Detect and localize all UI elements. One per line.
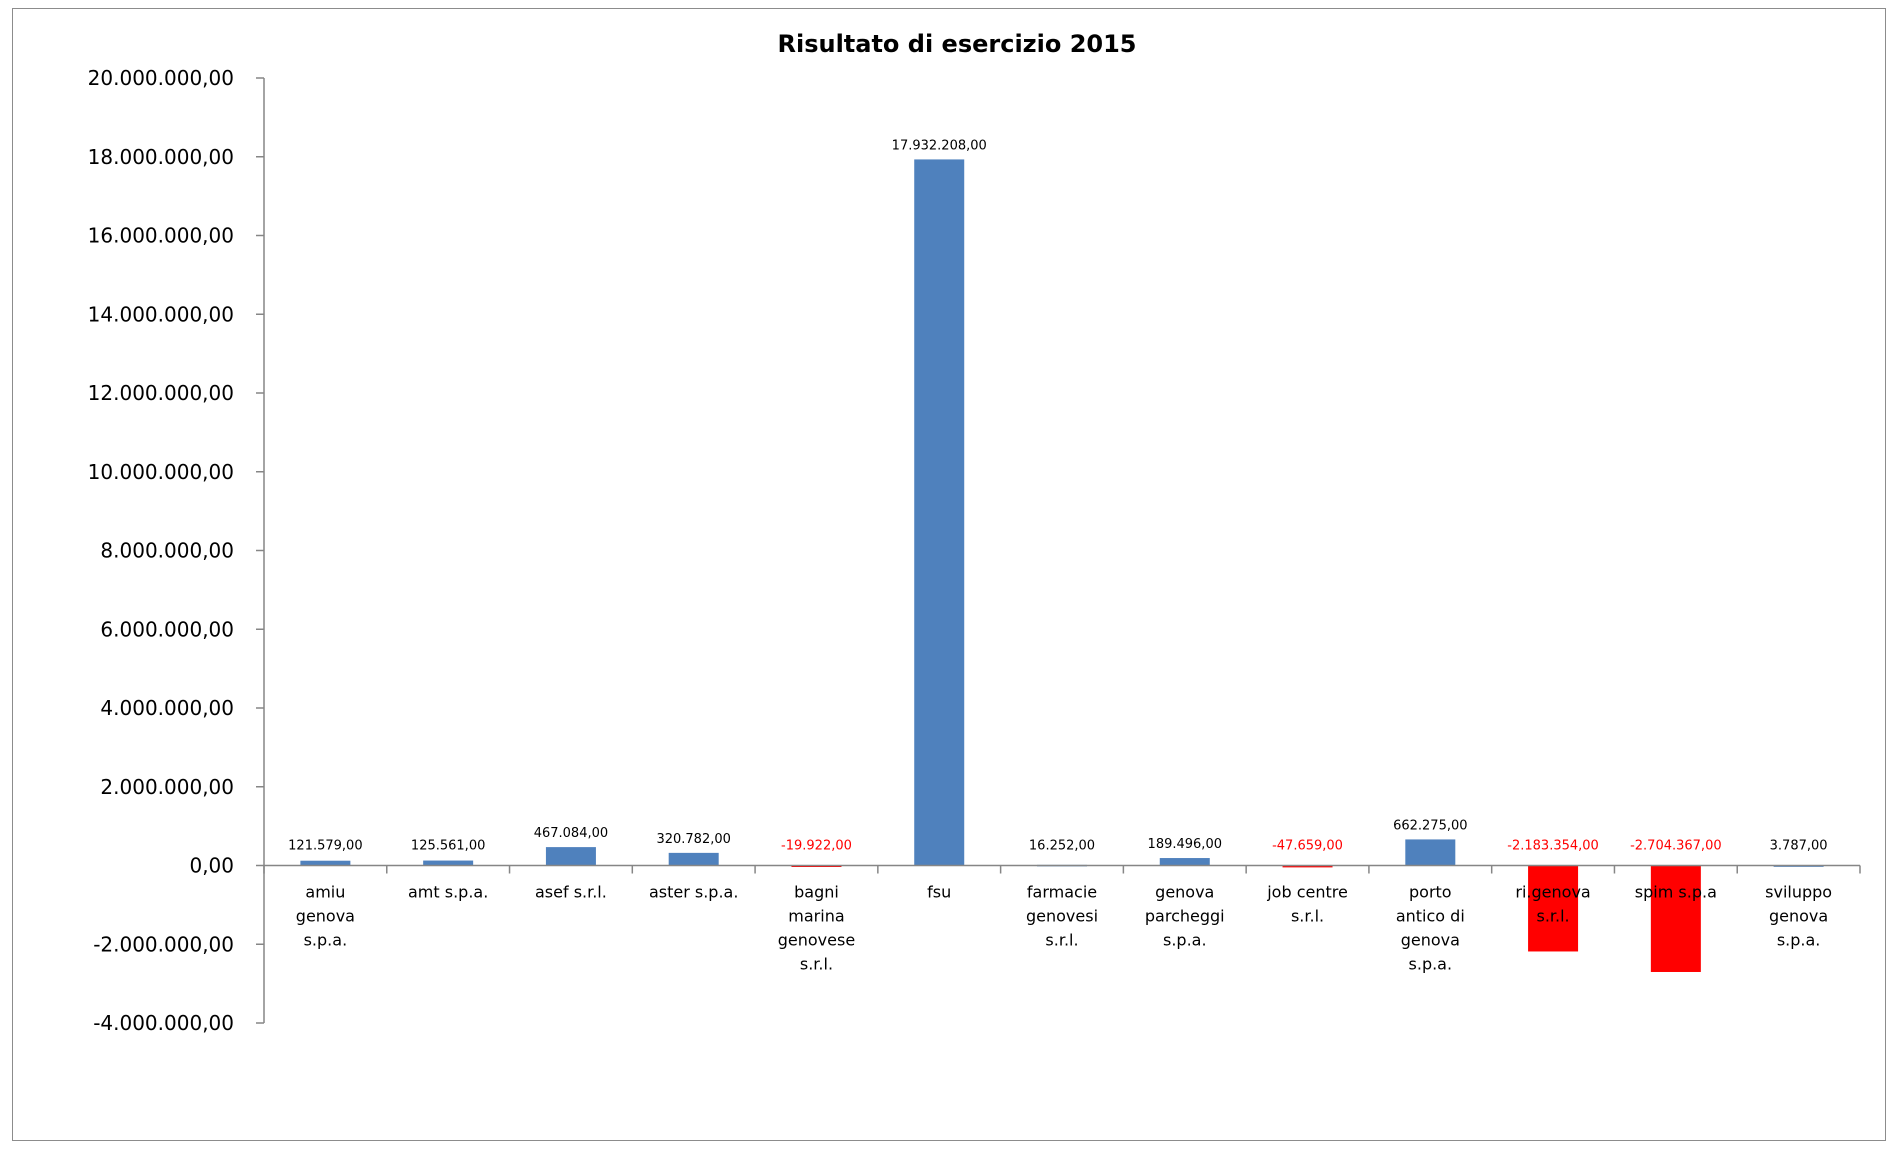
category-label-line: bagni	[794, 883, 839, 902]
category-label-line: ri.genova	[1515, 883, 1590, 902]
category-label-1: amt s.p.a.	[408, 883, 488, 902]
bar-9	[1405, 839, 1456, 866]
category-label-0: amiu genova s.p.a.	[296, 883, 355, 950]
y-tick-label: 2.000.000,00	[100, 775, 234, 799]
bar-5	[914, 159, 965, 866]
category-label-line: parcheggi	[1145, 907, 1225, 926]
category-label-line: fsu	[927, 883, 951, 902]
category-label-line: antico di	[1396, 907, 1465, 926]
category-label-line: marina	[788, 907, 844, 926]
category-label-line: s.p.a.	[1163, 931, 1207, 950]
category-label-line: genovesi	[1026, 907, 1098, 926]
data-label-7: 189.496,00	[1148, 837, 1222, 852]
y-tick-label: 6.000.000,00	[100, 617, 234, 641]
data-label-5: 17.932.208,00	[892, 138, 987, 153]
y-tick-label: 10.000.000,00	[88, 460, 234, 484]
chart-title: Risultato di esercizio 2015	[777, 30, 1136, 58]
data-label-11: -2.704.367,00	[1630, 839, 1722, 854]
category-label-line: porto	[1409, 883, 1452, 902]
y-tick-label: 8.000.000,00	[100, 539, 234, 563]
y-tick-label: 16.000.000,00	[88, 224, 234, 248]
category-label-8: job centre s.r.l.	[1266, 883, 1348, 926]
category-label-9: porto antico di genova s.p.a.	[1396, 883, 1465, 974]
y-tick-label: -2.000.000,00	[93, 932, 234, 956]
category-label-line: sviluppo	[1765, 883, 1832, 902]
y-tick-label: 14.000.000,00	[88, 302, 234, 326]
data-label-4: -19.922,00	[781, 839, 852, 854]
category-label-11: spim s.p.a	[1635, 883, 1717, 902]
bar-11	[1650, 865, 1701, 972]
data-label-0: 121.579,00	[288, 839, 362, 854]
category-label-line: amt s.p.a.	[408, 883, 488, 902]
category-label-12: sviluppo genova s.p.a.	[1765, 883, 1832, 950]
data-label-12: 3.787,00	[1770, 839, 1828, 854]
category-label-line: genova	[1155, 883, 1214, 902]
category-label-line: s.r.l.	[1045, 931, 1078, 950]
data-labels: 121.579,00 125.561,00 467.084,00 320.782,00…	[288, 138, 1827, 853]
bar-1	[423, 860, 474, 866]
category-label-line: job centre	[1266, 883, 1348, 902]
category-label-line: s.p.a.	[1409, 955, 1453, 974]
category-label-line: asef s.r.l.	[535, 883, 607, 902]
data-label-10: -2.183.354,00	[1507, 839, 1599, 854]
category-label-line: genova	[1769, 907, 1828, 926]
y-tick-label: 12.000.000,00	[88, 381, 234, 405]
category-label-line: genovese	[778, 931, 855, 950]
category-label-3: aster s.p.a.	[649, 883, 738, 902]
category-label-line: genova	[296, 907, 355, 926]
category-label-line: s.r.l.	[800, 955, 833, 974]
bar-2	[545, 847, 596, 866]
data-label-8: -47.659,00	[1272, 839, 1343, 854]
category-label-4: bagni marina genovese s.r.l.	[778, 883, 855, 974]
category-labels: amiu genova s.p.a. amt s.p.a. asef s.r.l. ast…	[296, 883, 1832, 974]
category-label-line: amiu	[305, 883, 345, 902]
y-tick-label: 4.000.000,00	[100, 696, 234, 720]
y-axis: -4.000.000,00 -2.000.000,00 0,00 2.000.000,…	[88, 66, 265, 1035]
data-label-1: 125.561,00	[411, 839, 485, 854]
category-label-line: genova	[1401, 931, 1460, 950]
data-label-9: 662.275,00	[1393, 818, 1467, 833]
category-label-line: s.p.a.	[304, 931, 348, 950]
category-label-2: asef s.r.l.	[535, 883, 607, 902]
category-label-line: farmacie	[1027, 883, 1097, 902]
category-label-line: s.r.l.	[1291, 907, 1324, 926]
bars	[300, 159, 1824, 972]
y-tick-label: 18.000.000,00	[88, 145, 234, 169]
bar-3	[668, 852, 719, 866]
bar-10	[1528, 865, 1579, 952]
y-tick-label: 0,00	[189, 854, 234, 878]
bar-8	[1282, 865, 1333, 868]
data-label-6: 16.252,00	[1029, 839, 1095, 854]
category-label-line: spim s.p.a	[1635, 883, 1717, 902]
bar-0	[300, 860, 351, 866]
category-label-6: farmacie genovesi s.r.l.	[1026, 883, 1098, 950]
category-label-line: s.r.l.	[1536, 907, 1569, 926]
y-tick-label: -4.000.000,00	[93, 1011, 234, 1035]
category-label-10: ri.genova s.r.l.	[1515, 883, 1590, 926]
y-tick-label: 20.000.000,00	[88, 66, 234, 90]
data-label-2: 467.084,00	[534, 826, 608, 841]
category-label-line: aster s.p.a.	[649, 883, 738, 902]
bar-7	[1159, 858, 1210, 866]
category-label-7: genova parcheggi s.p.a.	[1145, 883, 1225, 950]
category-label-5: fsu	[927, 883, 951, 902]
data-label-3: 320.782,00	[656, 832, 730, 847]
x-axis	[263, 864, 1861, 874]
category-label-line: s.p.a.	[1777, 931, 1821, 950]
